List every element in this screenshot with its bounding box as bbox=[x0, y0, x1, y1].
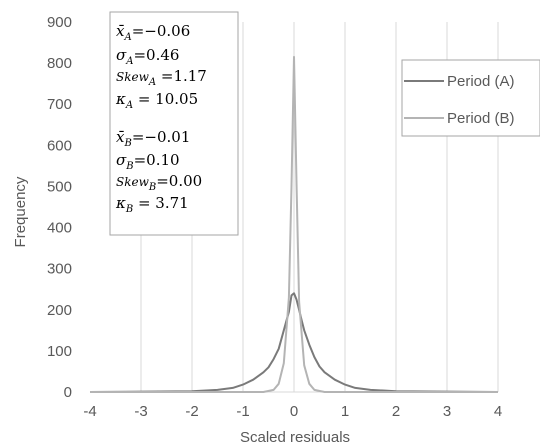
legend-label-period-b: Period (B) bbox=[447, 110, 515, 127]
y-tick-label: 600 bbox=[47, 137, 72, 154]
x-tick-label: -2 bbox=[185, 403, 198, 420]
y-tick-label: 500 bbox=[47, 178, 72, 195]
y-tick-label: 800 bbox=[47, 55, 72, 72]
series-line-period-b bbox=[90, 55, 498, 393]
x-axis-title: Scaled residuals bbox=[240, 429, 350, 446]
stat-kappa-a: κA = 10.05 bbox=[115, 90, 198, 111]
y-tick-label: 200 bbox=[47, 302, 72, 319]
y-tick-label: 300 bbox=[47, 261, 72, 278]
x-tick-label: 4 bbox=[494, 403, 502, 420]
stat-sigma-a: σA=0.46 bbox=[116, 46, 179, 67]
y-tick-label: 100 bbox=[47, 343, 72, 360]
statistics-box-frame bbox=[109, 11, 239, 236]
series-lines bbox=[89, 55, 499, 393]
legend-label-period-a: Period (A) bbox=[447, 73, 515, 90]
y-tick-label: 700 bbox=[47, 96, 72, 113]
x-tick-label: -4 bbox=[83, 403, 96, 420]
x-tick-label: 3 bbox=[443, 403, 451, 420]
y-tick-label: 900 bbox=[47, 14, 72, 31]
stat-skew-b: SkewB=0.00 bbox=[116, 172, 202, 193]
y-tick-label: 0 bbox=[64, 384, 72, 401]
series-line-period-a bbox=[89, 292, 499, 393]
x-tick-label: -1 bbox=[236, 403, 249, 420]
x-tick-label: 2 bbox=[392, 403, 400, 420]
axes: -4 -3 -2 -1 0 1 2 3 4 0 100 200 300 400 500 600 700 800 90… bbox=[47, 14, 502, 420]
y-axis-title: Frequency bbox=[12, 176, 29, 247]
x-tick-label: 0 bbox=[290, 403, 298, 420]
stat-sigma-b: σB=0.10 bbox=[116, 151, 180, 172]
stat-mean-a: x̄A=−0.06 bbox=[116, 22, 190, 43]
legend: Period (A) Period (B) bbox=[401, 59, 540, 137]
stat-skew-a: SkewA =1.17 bbox=[116, 67, 207, 88]
legend-frame bbox=[401, 59, 540, 137]
statistics-box: x̄A=−0.06 σA=0.46 SkewA =1.17 κA = 10.05… bbox=[109, 11, 239, 236]
x-tick-label: 1 bbox=[341, 403, 349, 420]
y-tick-label: 400 bbox=[47, 220, 72, 237]
x-tick-label: -3 bbox=[134, 403, 147, 420]
stat-kappa-b: κB = 3.71 bbox=[115, 194, 189, 215]
stat-mean-b: x̄B=−0.01 bbox=[116, 128, 190, 149]
